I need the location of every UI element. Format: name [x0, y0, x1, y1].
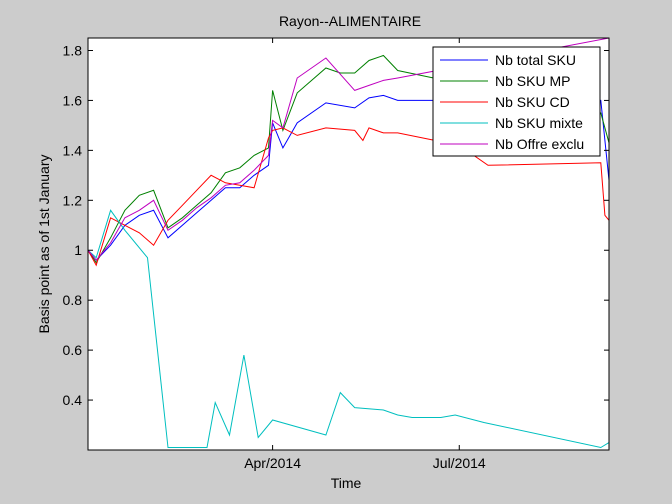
x-tick-label: Jul/2014: [433, 455, 486, 471]
y-tick-label: 1.4: [63, 142, 83, 158]
y-tick-label: 0.8: [63, 292, 83, 308]
x-tick-label: Apr/2014: [244, 455, 301, 471]
series-line-1: [88, 94, 609, 261]
legend-entry-label: Nb SKU mixte: [495, 115, 583, 131]
legend-entry-label: Nb Offre exclu: [495, 136, 584, 152]
legend-entry-label: Nb SKU MP: [495, 73, 570, 89]
y-tick-label: 1.8: [63, 42, 83, 58]
series-layer: [88, 38, 609, 449]
y-axis-label: Basis point as of 1st January: [36, 155, 52, 334]
legend-entry-label: Nb total SKU: [495, 52, 576, 68]
y-tick-label: 0.4: [63, 392, 83, 408]
series-line-2: [88, 54, 609, 264]
x-axis-label: Time: [331, 475, 362, 491]
y-tick-label: 1: [74, 242, 82, 258]
legend: Nb total SKU Nb SKU MP Nb SKU CD Nb SKU mix…: [432, 46, 601, 157]
series-line-4: [88, 209, 609, 449]
legend-entry-label: Nb SKU CD: [495, 94, 570, 110]
y-tick-label: 0.6: [63, 342, 83, 358]
x-axis-ticks: Apr/2014 Jul/2014: [244, 38, 486, 471]
y-tick-label: 1.2: [63, 192, 83, 208]
series-line-5: [88, 38, 609, 261]
y-tick-label: 1.6: [63, 92, 83, 108]
chart-title: Rayon--ALIMENTAIRE: [279, 13, 421, 29]
y-axis-ticks: 0.4 0.6 0.8 1 1.2 1.4 1.6 1.8: [63, 42, 609, 408]
plot-frame: [87, 37, 610, 451]
